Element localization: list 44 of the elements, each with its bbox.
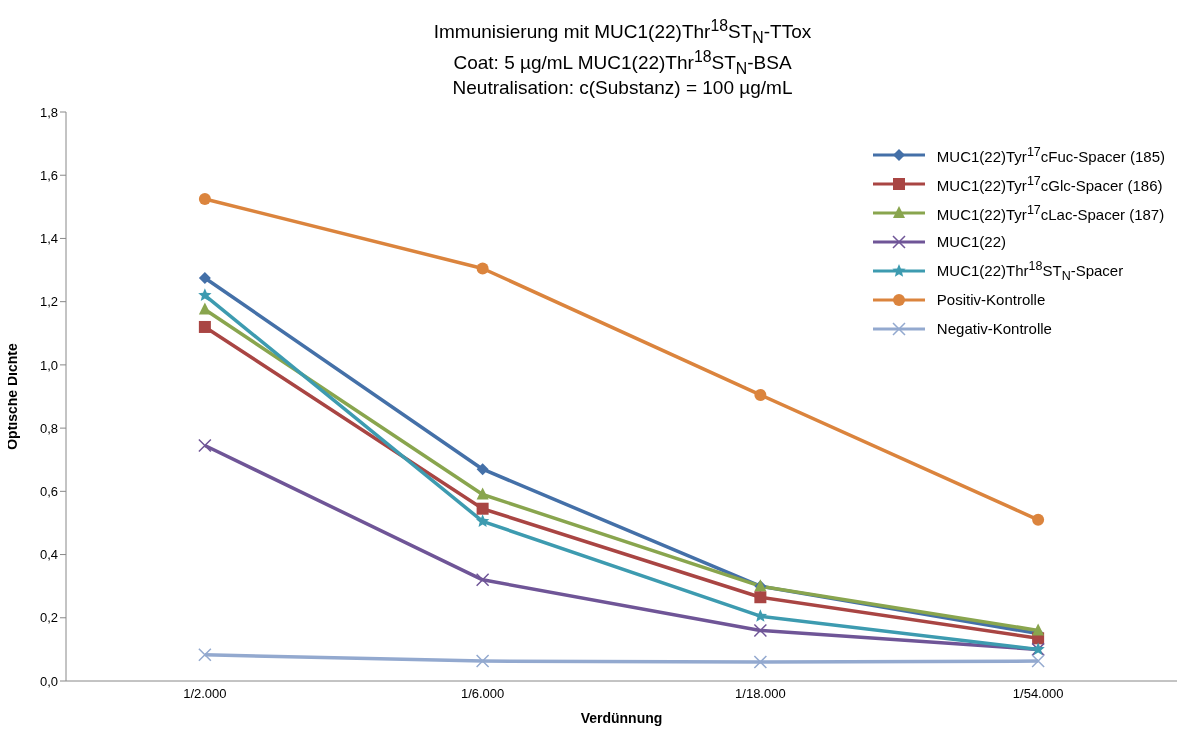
y-tick-label: 0,8	[39, 420, 58, 436]
point	[476, 487, 489, 500]
point	[754, 388, 767, 401]
x-tick-label: 1/2.000	[183, 686, 227, 702]
point	[198, 271, 211, 284]
y-tick-label: 1,0	[39, 357, 58, 373]
y-tick-label: 1,6	[39, 167, 58, 183]
x-tick-label: 1/6.000	[460, 686, 505, 702]
point	[753, 623, 768, 638]
legend-label: MUC1(22)Tyr$^{17}$cGlc-Spacer (186)	[936, 173, 1163, 194]
point	[475, 654, 490, 668]
point	[198, 302, 211, 315]
x-axis-title: Verdünnung	[580, 710, 663, 726]
y-tick-label: 0,4	[39, 547, 58, 563]
point	[475, 573, 490, 587]
point	[476, 262, 489, 275]
point	[198, 648, 212, 662]
x-tick-label: 1/54.000	[1012, 686, 1064, 702]
point	[475, 514, 490, 528]
y-tick-label: 0,6	[39, 483, 58, 499]
x-tick-label: 1/18.000	[735, 686, 786, 702]
legend-label: MUC1(22)Thr$^{18}$ST$_{N}$-Spacer	[936, 258, 1124, 283]
y-tick-label: 1,8	[39, 104, 58, 120]
y-tick-label: 0,2	[39, 610, 58, 626]
y-tick-label: 0,0	[39, 673, 58, 689]
legend-label: Negativ-Kontrolle	[936, 320, 1052, 337]
y-tick-label: 1,2	[39, 294, 58, 310]
point	[198, 288, 212, 302]
point	[1032, 513, 1045, 526]
point	[198, 438, 212, 453]
point	[198, 192, 211, 205]
y-tick-label: 1,4	[39, 231, 58, 247]
point	[754, 591, 767, 604]
point	[1031, 654, 1045, 668]
chart-title: Immunisierung mit MUC1(22)Thr$^{18}$ST$_{N}$-TTox Coat: 5 µg/mL MUC1(22)Thr$^{18}$ST$_{N}$-BSA Neutralisation: c(Substanz) = 100 µg/mL	[433, 17, 812, 98]
legend-label: Positiv-Kontrolle	[936, 291, 1046, 308]
point	[753, 655, 768, 669]
point	[198, 320, 211, 333]
point	[1032, 623, 1045, 636]
point	[476, 463, 489, 476]
point	[476, 502, 489, 515]
legend-label: MUC1(22)Tyr$^{17}$cLac-Spacer (187)	[936, 202, 1165, 223]
legend-label: MUC1(22)Tyr$^{17}$cFuc-Spacer (185)	[936, 144, 1165, 165]
legend-label: MUC1(22)	[936, 233, 1007, 250]
